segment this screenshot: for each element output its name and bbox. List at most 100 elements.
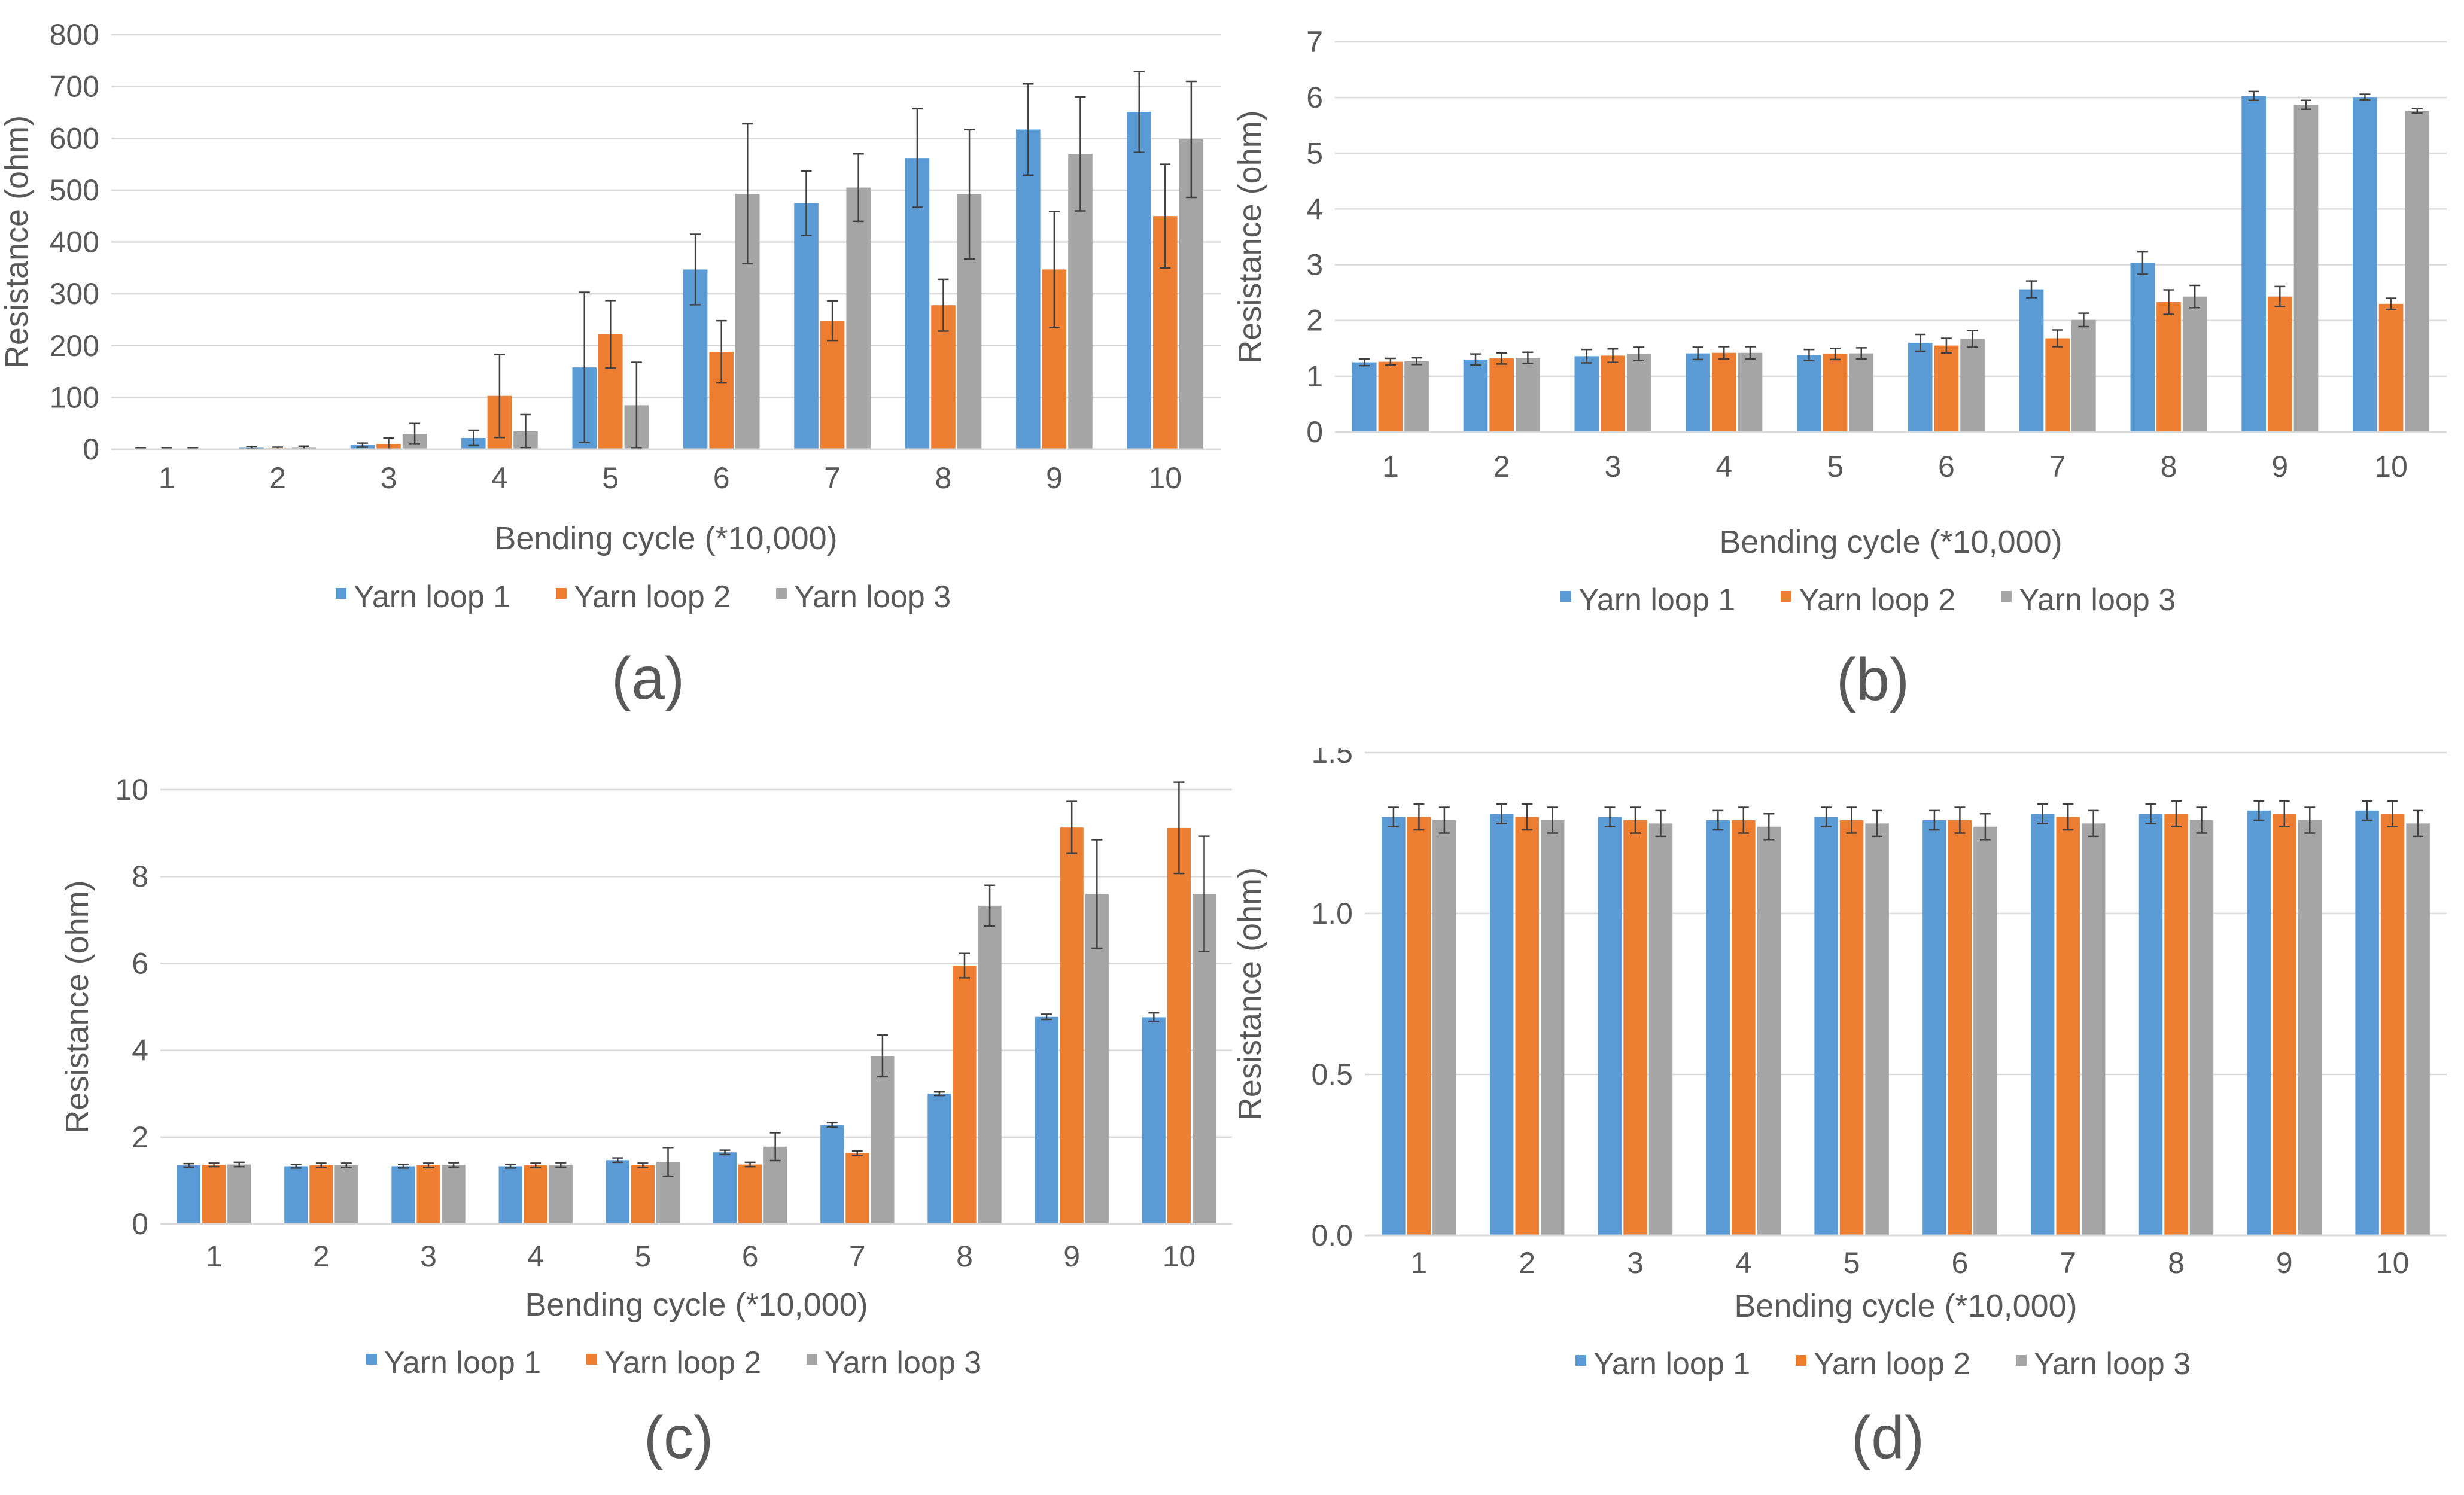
x-axis-title: Bending cycle (*10,000) [1719, 524, 2062, 560]
y-tick-label: 600 [50, 121, 99, 155]
bar-yarn-loop-1-cycle-3 [1574, 356, 1599, 432]
bar-yarn-loop-1-cycle-2 [284, 1166, 308, 1224]
error-bar [2274, 285, 2286, 307]
error-bar [1496, 803, 1507, 824]
error-bar [233, 1161, 245, 1168]
x-axis-title: Bending cycle (*10,000) [525, 1287, 868, 1323]
legend-item-yarn-loop-2: Yarn loop 2 [586, 1345, 761, 1380]
x-tick-label: 7 [2060, 1246, 2076, 1280]
bar-yarn-loop-3-cycle-3 [1648, 823, 1673, 1235]
x-tick-label: 4 [1715, 450, 1732, 483]
error-bar [2171, 800, 2182, 827]
error-bar [662, 1146, 674, 1177]
x-tick-label: 2 [1519, 1246, 1535, 1280]
bar-yarn-loop-2-cycle-4 [524, 1165, 547, 1224]
y-tick-label: 2 [1306, 304, 1323, 337]
bar-yarn-loop-2-cycle-8 [953, 966, 977, 1224]
x-tick-label: 4 [527, 1240, 544, 1273]
bar-yarn-loop-3-cycle-2 [1540, 820, 1565, 1235]
y-axis-title: Resistance (ohm) [59, 880, 95, 1133]
bar-yarn-loop-2-cycle-6 [738, 1164, 762, 1224]
error-bar [1928, 809, 1940, 831]
legend-swatch [2001, 591, 2012, 602]
error-bar [853, 153, 864, 223]
bar-yarn-loop-1-cycle-1 [177, 1165, 201, 1224]
error-bar [1522, 351, 1534, 364]
error-bar [1803, 348, 1815, 362]
bar-yarn-loop-2-cycle-2 [309, 1165, 333, 1224]
panel-label: (a) [612, 645, 685, 712]
error-bar [911, 108, 923, 208]
y-tick-label: 300 [50, 277, 99, 310]
error-bar [1413, 803, 1425, 831]
error-bar [2386, 297, 2397, 310]
error-bar [2078, 312, 2089, 328]
x-tick-label: 8 [935, 461, 952, 495]
bar-yarn-loop-3-cycle-7 [2071, 319, 2096, 432]
bar-yarn-loop-2-cycle-1 [202, 1165, 226, 1224]
error-bar [1872, 809, 1883, 838]
error-bar [2362, 800, 2373, 821]
error-bar [423, 1162, 434, 1168]
x-tick-label: 8 [2161, 450, 2177, 483]
bar-yarn-loop-1-cycle-6 [713, 1152, 737, 1224]
x-axis-title: Bending cycle (*10,000) [494, 520, 837, 556]
error-bar [1979, 812, 1991, 841]
bar-yarn-loop-2-cycle-6 [1948, 820, 1972, 1235]
x-tick-label: 8 [956, 1240, 973, 1273]
error-bar [1023, 83, 1034, 176]
error-bar [1763, 812, 1775, 841]
x-tick-label: 1 [159, 461, 175, 495]
bar-yarn-loop-2-cycle-4 [1711, 352, 1736, 432]
error-bar [851, 1150, 863, 1156]
error-bar [1604, 806, 1616, 827]
error-bar [1470, 353, 1482, 366]
error-bar [1655, 809, 1666, 838]
x-tick-label: 4 [1735, 1246, 1752, 1280]
x-tick-label: 9 [1046, 461, 1063, 495]
bar-yarn-loop-3-cycle-9 [2293, 105, 2319, 432]
bar-yarn-loop-3-cycle-2 [334, 1165, 358, 1224]
bar-yarn-loop-1-cycle-6 [1922, 820, 1946, 1235]
bar-yarn-loop-3-cycle-6 [1973, 826, 1997, 1235]
error-bar [579, 291, 590, 443]
y-tick-label: 10 [115, 773, 148, 806]
bar-yarn-loop-1-cycle-3 [1598, 817, 1622, 1235]
bar-yarn-loop-3-cycle-2 [1516, 358, 1540, 432]
x-tick-label: 2 [269, 461, 286, 495]
error-bar [2253, 800, 2265, 821]
error-bar [290, 1164, 302, 1169]
error-bar [1160, 163, 1171, 269]
legend-swatch [1560, 591, 1571, 602]
bar-yarn-loop-3-cycle-8 [978, 905, 1002, 1224]
x-tick-label: 7 [2049, 450, 2066, 483]
error-bar [827, 300, 838, 342]
error-bar [631, 361, 642, 449]
x-tick-label: 5 [1844, 1246, 1860, 1280]
bar-yarn-loop-3-cycle-1 [1404, 361, 1429, 432]
error-bar [938, 278, 949, 332]
error-bar [744, 1161, 756, 1168]
x-tick-label: 5 [602, 461, 619, 495]
error-bar [2300, 99, 2311, 110]
y-tick-label: 4 [1306, 192, 1323, 226]
y-tick-label: 100 [50, 380, 99, 414]
bar-yarn-loop-3-cycle-10 [2405, 111, 2430, 433]
error-bar [2304, 806, 2316, 834]
error-bar [964, 129, 975, 260]
legend-label: Yarn loop 3 [2019, 583, 2176, 617]
error-bar [2052, 329, 2063, 348]
error-bar [2248, 90, 2259, 102]
bar-yarn-loop-2-cycle-3 [416, 1165, 440, 1224]
bar-yarn-loop-3-cycle-4 [549, 1165, 573, 1224]
bar-yarn-loop-2-cycle-5 [631, 1165, 655, 1224]
error-bar [1738, 806, 1749, 834]
legend-label: Yarn loop 1 [384, 1345, 541, 1380]
error-bar [2163, 289, 2174, 315]
error-bar [505, 1164, 516, 1169]
bar-yarn-loop-1-cycle-7 [794, 203, 819, 449]
x-tick-label: 8 [2168, 1246, 2185, 1280]
error-bar [769, 1132, 781, 1162]
legend-swatch [807, 1354, 817, 1365]
legend-label: Yarn loop 3 [794, 580, 951, 614]
